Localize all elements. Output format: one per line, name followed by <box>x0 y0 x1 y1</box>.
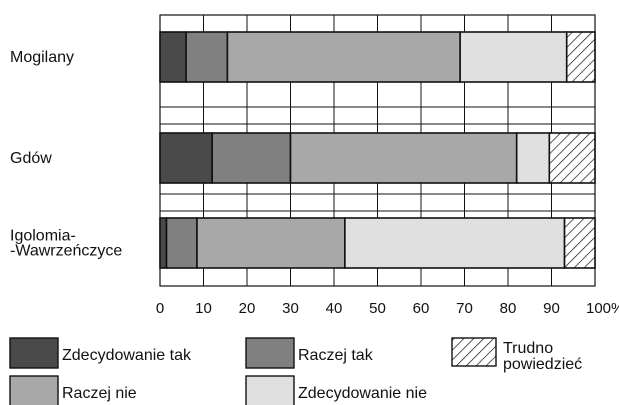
legend-label: Raczej nie <box>62 385 137 402</box>
bar-segment <box>289 132 518 184</box>
bar-segment <box>211 132 292 184</box>
text-line: Raczej nie <box>62 385 137 402</box>
bar-segment <box>548 132 596 184</box>
text-line: Trudno <box>503 340 553 357</box>
text-line: -Wawrzeńczyce <box>10 243 122 260</box>
legend-label: Zdecydowanie nie <box>298 385 427 402</box>
bar-segment <box>226 31 461 83</box>
x-tick-label: 50 <box>369 300 386 317</box>
category-labels: Mogilany Gdów Igolomia--Wawrzeńczyce <box>10 49 122 260</box>
legend: Zdecydowanie tak Raczej tak Raczej nie Zdec… <box>9 337 582 405</box>
x-tick-label: 40 <box>326 300 343 317</box>
bar-segment <box>565 31 596 83</box>
x-tick-label: 60 <box>413 300 430 317</box>
legend-label: Raczej tak <box>298 347 374 364</box>
category-label: Mogilany <box>10 49 74 66</box>
legend-swatch <box>451 337 497 367</box>
x-tick-label: 100% <box>586 300 619 317</box>
x-axis-ticks: 0 10 20 30 40 50 60 70 80 90 100% <box>156 300 619 317</box>
legend-swatch <box>245 337 295 369</box>
text-line: Zdecydowanie tak <box>62 347 192 364</box>
x-tick-label: 80 <box>500 300 517 317</box>
bar-segment <box>563 217 596 269</box>
bar-segment <box>159 132 214 184</box>
bar-segment <box>165 217 198 269</box>
legend-label: Trudno powiedzieć <box>503 340 582 373</box>
bar-segment <box>344 217 566 269</box>
legend-swatch <box>9 375 59 405</box>
x-tick-label: 30 <box>282 300 299 317</box>
bar-segment <box>159 31 187 83</box>
text-line: Gdów <box>10 150 52 167</box>
legend-swatch <box>245 375 295 405</box>
legend-label: Zdecydowanie tak <box>62 347 192 364</box>
text-line: Mogilany <box>10 49 74 66</box>
bar-segment <box>459 31 568 83</box>
x-tick-label: 0 <box>156 300 164 317</box>
text-line: Zdecydowanie nie <box>298 385 427 402</box>
text-line: Igolomia- <box>10 228 76 245</box>
text-line: powiedzieć <box>503 356 582 373</box>
bar-segment <box>185 31 229 83</box>
x-tick-label: 70 <box>456 300 473 317</box>
bar-segment <box>515 132 551 184</box>
bar-segment <box>159 217 168 269</box>
category-label: Gdów <box>10 150 52 167</box>
x-tick-label: 10 <box>195 300 212 317</box>
legend-swatch <box>9 337 59 369</box>
category-label: Igolomia--Wawrzeńczyce <box>10 228 122 260</box>
x-tick-label: 90 <box>543 300 560 317</box>
bars <box>159 31 596 269</box>
bar-segment <box>196 217 346 269</box>
text-line: Raczej tak <box>298 347 374 364</box>
x-tick-label: 20 <box>239 300 256 317</box>
